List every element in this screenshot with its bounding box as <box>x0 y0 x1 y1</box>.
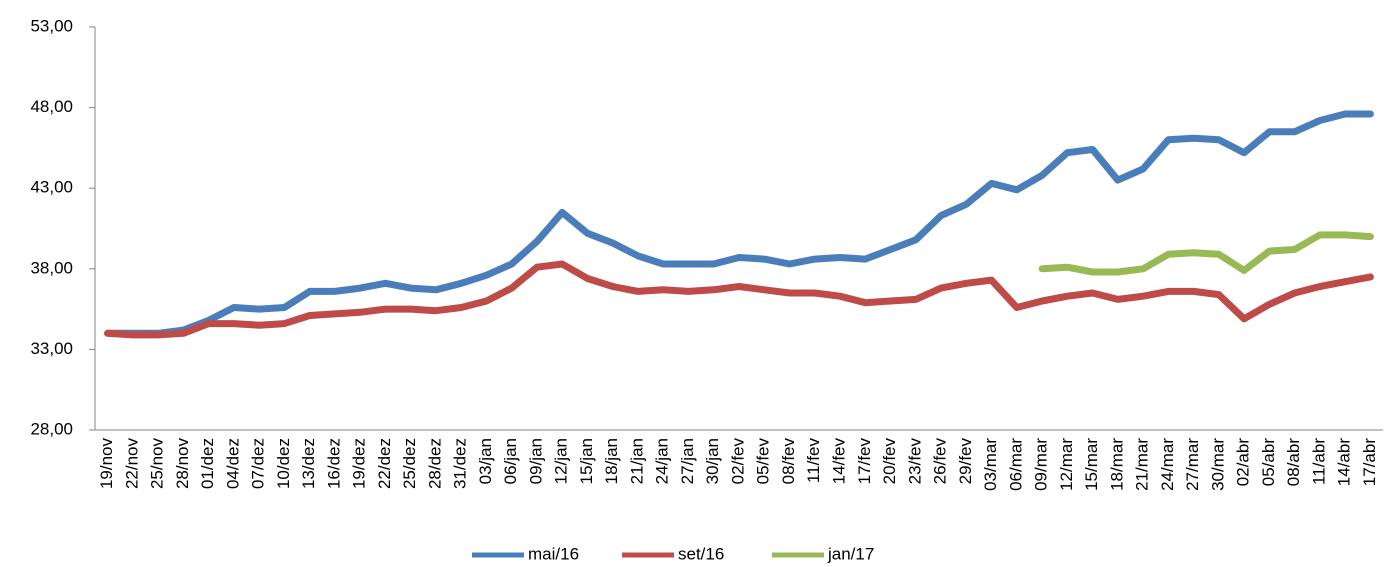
series-line <box>104 260 1374 339</box>
x-tick-label: 21/jan <box>627 438 646 484</box>
x-tick-label: 09/mar <box>1032 438 1051 491</box>
x-tick-label: 28/nov <box>173 438 192 490</box>
x-tick-label: 04/dez <box>223 438 242 489</box>
x-tick-label: 03/mar <box>981 438 1000 491</box>
x-tick-label: 24/jan <box>653 438 672 484</box>
y-tick-label: 38,00 <box>30 258 73 277</box>
x-tick-label: 11/fev <box>804 438 823 484</box>
x-tick-label: 20/fev <box>880 438 899 485</box>
x-tick-label: 23/fev <box>905 438 924 485</box>
y-tick-label: 53,00 <box>30 16 73 35</box>
x-tick-label: 19/dez <box>350 438 369 489</box>
x-tick-label: 27/jan <box>678 438 697 484</box>
x-tick-label: 12/mar <box>1057 438 1076 491</box>
x-tick-label: 11/abr <box>1309 438 1328 485</box>
x-tick-label: 14/abr <box>1335 438 1354 487</box>
x-tick-label: 08/fev <box>779 438 798 485</box>
x-tick-label: 03/jan <box>476 438 495 484</box>
y-tick-label: 48,00 <box>30 97 73 116</box>
x-tick-label: 13/dez <box>299 438 318 489</box>
y-tick-label: 28,00 <box>30 419 73 438</box>
x-tick-label: 29/fev <box>956 438 975 485</box>
x-tick-label: 15/mar <box>1082 438 1101 491</box>
x-tick-label: 06/mar <box>1006 438 1025 491</box>
x-tick-label: 09/jan <box>526 438 545 484</box>
x-tick-label: 25/dez <box>400 438 419 489</box>
x-tick-label: 18/mar <box>1107 438 1126 491</box>
x-tick-label: 14/fev <box>830 438 849 485</box>
x-tick-label: 22/nov <box>122 438 141 490</box>
x-tick-label: 30/mar <box>1208 438 1227 491</box>
x-tick-label: 16/dez <box>324 438 343 489</box>
x-tick-label: 18/jan <box>602 438 621 484</box>
x-tick-label: 27/mar <box>1183 438 1202 491</box>
series-line <box>104 110 1374 337</box>
x-tick-label: 21/mar <box>1133 438 1152 491</box>
x-tick-label: 05/abr <box>1259 438 1278 487</box>
x-tick-label: 01/dez <box>198 438 217 489</box>
x-tick-label: 02/abr <box>1234 438 1253 487</box>
x-tick-label: 26/fev <box>931 438 950 485</box>
x-tick-label: 30/jan <box>703 438 722 484</box>
legend-label: set/16 <box>678 544 724 563</box>
x-tick-label: 06/jan <box>501 438 520 484</box>
x-tick-label: 22/dez <box>375 438 394 489</box>
x-tick-label: 24/mar <box>1158 438 1177 491</box>
x-tick-label: 02/fev <box>728 438 747 485</box>
y-tick-label: 43,00 <box>30 178 73 197</box>
y-tick-label: 33,00 <box>30 339 73 358</box>
x-tick-label: 31/dez <box>451 438 470 489</box>
x-tick-label: 25/nov <box>148 438 167 490</box>
x-tick-label: 15/jan <box>577 438 596 484</box>
x-tick-label: 28/dez <box>425 438 444 489</box>
series-line <box>1038 231 1374 276</box>
legend-label: jan/17 <box>827 544 874 563</box>
x-tick-label: 10/dez <box>274 438 293 489</box>
x-tick-label: 07/dez <box>249 438 268 489</box>
x-tick-label: 17/fev <box>855 438 874 485</box>
x-tick-label: 08/abr <box>1284 438 1303 487</box>
x-tick-label: 12/jan <box>552 438 571 484</box>
x-tick-label: 17/abr <box>1360 438 1379 487</box>
x-tick-label: 05/fev <box>754 438 773 485</box>
x-tick-label: 19/nov <box>97 438 116 490</box>
legend-label: mai/16 <box>528 544 579 563</box>
